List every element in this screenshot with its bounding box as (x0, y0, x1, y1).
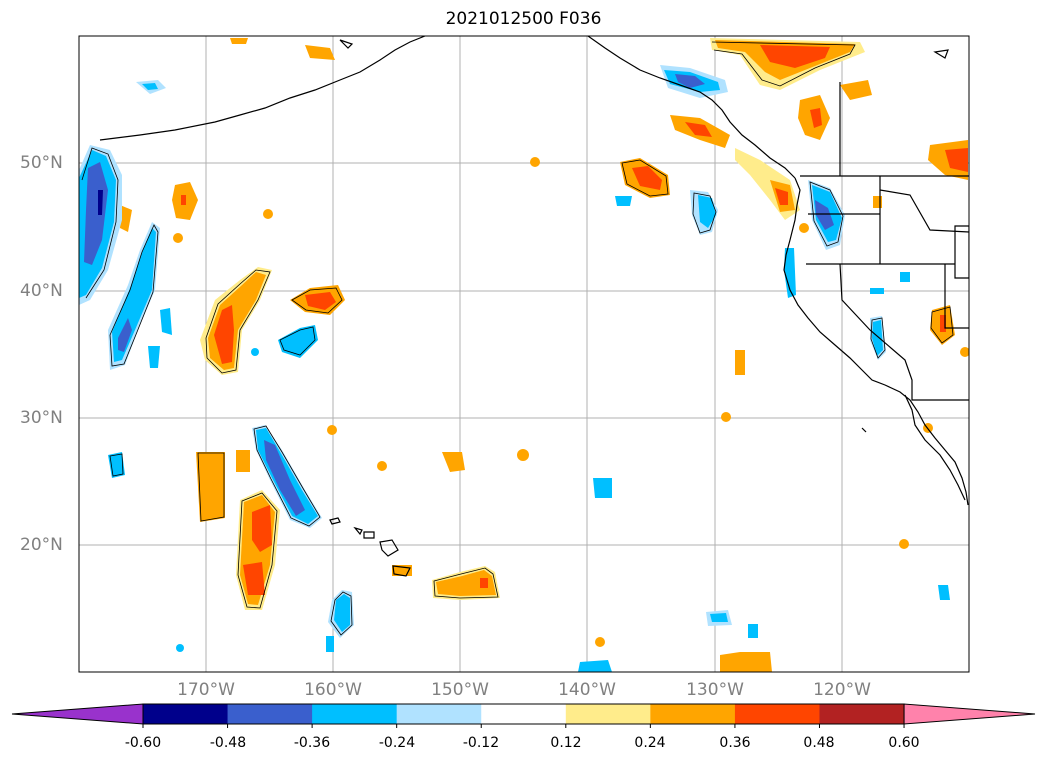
colorbar-segment (819, 704, 905, 724)
lat-label-20n: 20°N (20, 535, 63, 555)
colorbar-segment (565, 704, 651, 724)
colorbar-frame (142, 703, 905, 725)
coastlines (99, 36, 969, 577)
colorbar-tick: -0.24 (378, 735, 416, 751)
lat-label-50n: 50°N (20, 153, 63, 173)
colorbar-tick: 0.24 (634, 735, 666, 751)
colorbar-tick: 0.12 (550, 735, 582, 751)
map-frame (78, 35, 970, 673)
colorbar-segment (312, 704, 398, 724)
colorbar-segment (143, 704, 229, 724)
colorbar-segment (396, 704, 482, 724)
colorbar-segment (734, 704, 820, 724)
colorbar-tick: -0.48 (209, 735, 247, 751)
colorbar-segment (650, 704, 736, 724)
colorbar-tick: -0.60 (124, 735, 162, 751)
negative-anomalies (79, 65, 950, 672)
lon-label-170w: 170°W (177, 680, 235, 700)
colorbar-tick: -0.12 (462, 735, 500, 751)
lon-label-150w: 150°W (431, 680, 489, 700)
political-borders (800, 82, 969, 401)
lon-label-160w: 160°W (304, 680, 362, 700)
colorbar-tick: 0.36 (719, 735, 751, 751)
colorbar-tick: 0.60 (888, 735, 920, 751)
map-title: 2021012500 F036 (445, 9, 602, 29)
colorbar-tick: -0.36 (293, 735, 331, 751)
lon-label-120w: 120°W (813, 680, 871, 700)
positive-anomalies (79, 38, 969, 672)
graticule (79, 36, 969, 672)
colorbar-segment (227, 704, 313, 724)
contour-lines (81, 41, 954, 636)
colorbar-extend-max (903, 703, 1036, 725)
colorbar-segment (481, 704, 567, 724)
lon-label-140w: 140°W (558, 680, 616, 700)
colorbar (11, 703, 1036, 728)
lon-label-130w: 130°W (686, 680, 744, 700)
map-plot-area (79, 36, 969, 672)
colorbar-extend-min (11, 703, 144, 725)
lat-label-40n: 40°N (20, 281, 63, 301)
lat-label-30n: 30°N (20, 408, 63, 428)
colorbar-tick: 0.48 (803, 735, 835, 751)
